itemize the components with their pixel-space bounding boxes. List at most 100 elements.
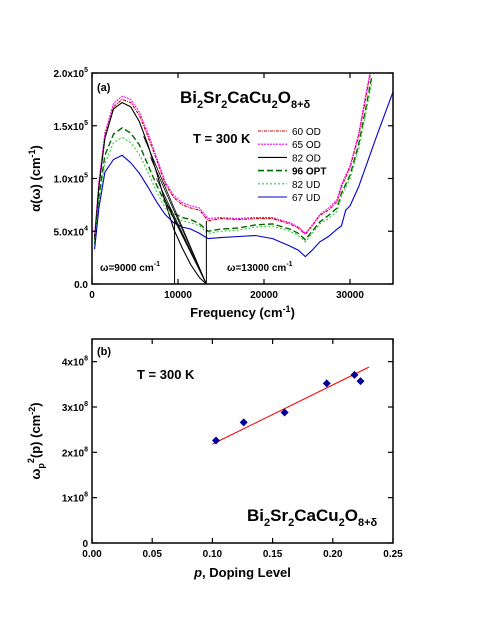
data-point (239, 418, 248, 427)
panel-b-formula-part: O (345, 506, 358, 525)
y-tick-label: 1x108 (62, 492, 88, 505)
y-tick-label: 3x108 (62, 401, 88, 414)
panel-a-formula-subscript: 2 (197, 99, 203, 111)
series-line-65-od (94, 73, 371, 236)
y-tick-label-exponent: 5 (84, 173, 88, 180)
y-axis-label-tail: ) (28, 145, 43, 149)
y-tick-label-exponent: 8 (84, 356, 88, 363)
y-tick-label: 4x108 (62, 356, 88, 369)
legend-label: 60 OD (292, 127, 321, 138)
x-axis-label-tail: ) (291, 305, 295, 320)
series-line-82-ud (94, 83, 373, 247)
y-tick-label: 0.0 (74, 280, 88, 291)
y-axis-label-main: ω (28, 469, 43, 480)
y-tick-label-base: 2x10 (62, 448, 85, 459)
y-tick-label-base: 1x10 (62, 494, 85, 505)
y-axis-label-sub: p (36, 463, 46, 469)
y-tick-label-base: 3x10 (62, 403, 85, 414)
y-axis-label-tail: (p) (cm (28, 415, 43, 458)
annotation-cutoff-13000: ω=13000 cm-1 (227, 261, 293, 274)
x-tick-label: 0.20 (323, 549, 343, 560)
panel-b-formula-subscript: 2 (264, 517, 270, 529)
y-axis-label: ωp2(p) (cm-2) (26, 402, 46, 479)
y-tick-label: 5.0x104 (54, 225, 89, 238)
panel-b-formula: Bi2​Sr2​CaCu2​O8+δ​ (247, 506, 378, 529)
panel-a-formula-part: O (278, 88, 291, 107)
panel-a-formula: Bi2​Sr2​CaCu2​O8+δ​ (180, 88, 311, 111)
y-tick-label-base: 5.0x10 (54, 227, 85, 238)
y-tick-label: 2.0x105 (54, 67, 89, 80)
y-tick-label-base: 1.0x10 (54, 175, 85, 186)
x-tick-label: 0.15 (263, 549, 283, 560)
panel-a-formula-subscript: 8+δ (291, 99, 311, 111)
x-axis-label-main: p (193, 565, 202, 580)
panel-b-formula-subscript: 2 (288, 517, 294, 529)
x-axis-label-tail: , Doping Level (202, 565, 291, 580)
series-line-60-od (94, 73, 372, 237)
legend-label: 67 UD (292, 193, 320, 204)
data-point (356, 377, 365, 386)
panel-b-formula-subscript: 8+δ (358, 517, 378, 529)
annotation-text: ω=9000 cm (100, 263, 154, 274)
annotation-sup: -1 (286, 261, 292, 268)
x-axis-label: Frequency (cm-1) (190, 304, 295, 320)
panel-b-label: (b) (97, 346, 111, 358)
y-tick-label: 0 (82, 539, 88, 550)
fit-line (212, 366, 370, 445)
y-tick-label-base: 0 (82, 539, 88, 550)
series-line-96-opt (93, 78, 373, 244)
annotation-sup: -1 (154, 261, 160, 268)
y-tick-label-base: 4x10 (62, 358, 85, 369)
legend-label: 82 OD (292, 153, 321, 164)
legend-label: 96 OPT (292, 167, 326, 178)
y-tick-label: 1.0x105 (54, 173, 89, 186)
annotation-text: ω=13000 cm (227, 263, 286, 274)
annotation-cutoff-9000: ω=9000 cm-1 (100, 261, 160, 274)
x-tick-label: 0.00 (82, 549, 102, 560)
panel-b-formula-part: Bi (247, 506, 264, 525)
y-tick-label-exponent: 5 (84, 67, 88, 74)
panel-b-formula-subscript: 2 (339, 517, 345, 529)
series-line-82-od (94, 101, 207, 284)
x-tick-label: 30000 (336, 290, 364, 301)
y-axis-label-sup2: -2 (27, 407, 37, 415)
x-tick-label: 0.25 (383, 549, 403, 560)
data-point (280, 408, 289, 417)
panel-a-formula-subscript: 2 (221, 99, 227, 111)
extrapolation-line (166, 204, 207, 285)
panel-a-label: (a) (97, 82, 111, 94)
y-axis-label: α(ω) (cm-1) (27, 145, 43, 212)
y-tick-label-exponent: 5 (84, 120, 88, 127)
data-point (322, 379, 331, 388)
extrapolation-line (150, 157, 207, 285)
y-tick-label: 2x108 (62, 446, 88, 459)
y-axis-label-end: ) (28, 402, 43, 406)
panel-b-axes-frame (91, 338, 394, 544)
y-tick-label-base: 2.0x10 (54, 69, 85, 80)
series-line-67-ud (94, 91, 393, 258)
panel-a-formula-part: CaCu (227, 88, 271, 107)
panel-b-temperature: T = 300 K (137, 367, 195, 382)
y-axis-label-sup: -1 (27, 149, 37, 157)
data-point (212, 436, 221, 445)
x-tick-label: 10000 (164, 290, 192, 301)
panel-a-formula-part: Sr (203, 88, 221, 107)
panel-a-formula-subscript: 2 (272, 99, 278, 111)
x-axis-label-main: Frequency (cm (190, 305, 282, 320)
x-tick-label: 20000 (250, 290, 278, 301)
panel-a-temperature: T = 300 K (193, 131, 251, 146)
x-axis-label: p, Doping Level (193, 565, 291, 580)
x-tick-label: 0.10 (203, 549, 223, 560)
y-tick-label-exponent: 8 (84, 446, 88, 453)
panel-a-formula-part: Bi (180, 88, 197, 107)
x-tick-label: 0.05 (142, 549, 162, 560)
legend-label: 65 OD (292, 140, 321, 151)
data-point (350, 370, 359, 379)
y-tick-label-base: 1.5x10 (54, 122, 85, 133)
panel-b-formula-part: Sr (270, 506, 288, 525)
panel-b-formula-part: CaCu (294, 506, 338, 525)
y-axis-label-main: α(ω) (cm (28, 157, 43, 211)
y-axis-label-sup: 2 (26, 458, 36, 463)
x-axis-label-sup: -1 (283, 304, 291, 314)
legend-label: 82 UD (292, 180, 320, 191)
